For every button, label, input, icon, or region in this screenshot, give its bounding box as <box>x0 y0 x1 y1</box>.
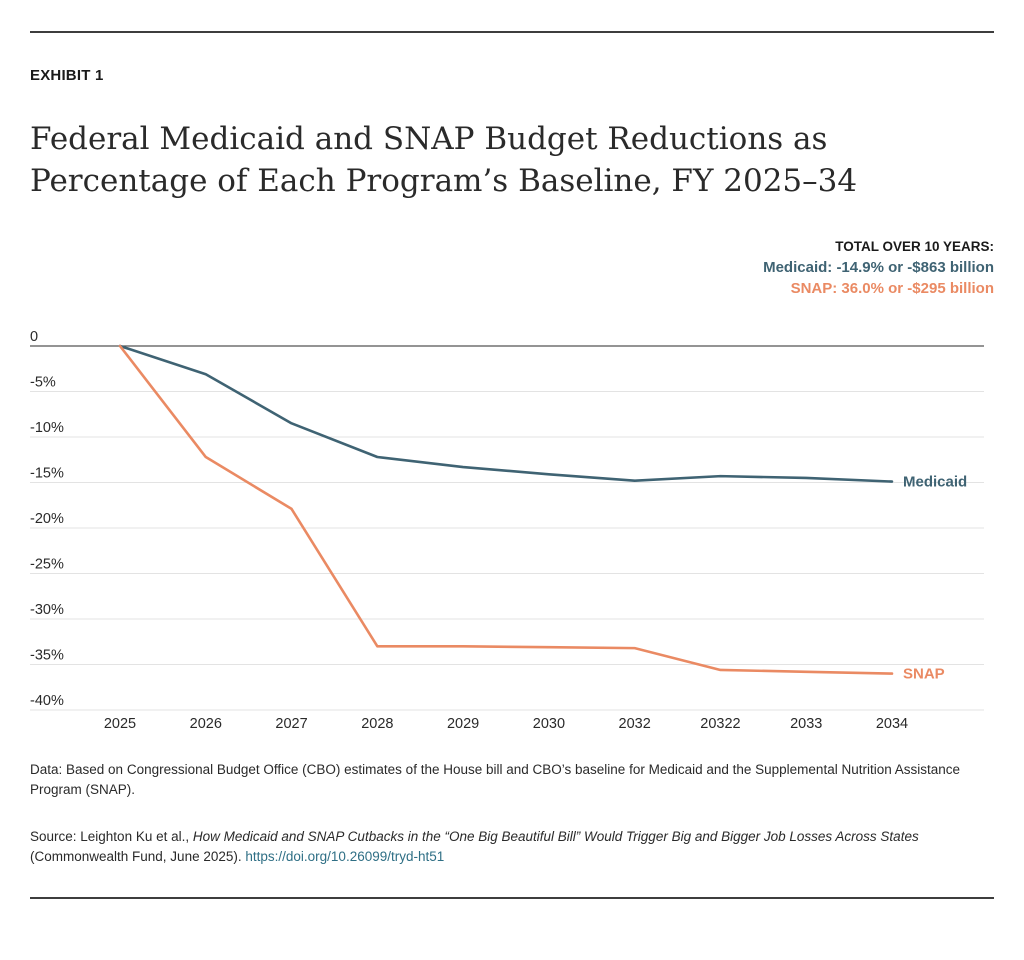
x-axis-ticks: 2025 2026 2027 2028 2029 2030 2032 20322 2033 203… <box>104 716 908 732</box>
source-link[interactable]: https://doi.org/10.26099/tryd-ht51 <box>245 849 445 864</box>
medicaid-series-line <box>118 344 894 483</box>
line-chart: 0-5%-10%-15%-20%-25%-30%-35%-40% 2025 202… <box>30 329 984 732</box>
totals-medicaid: Medicaid: -14.9% or -$863 billion <box>763 259 994 276</box>
top-rule <box>30 31 994 33</box>
snap-series-line <box>118 344 894 675</box>
bottom-rule <box>30 897 994 899</box>
chart-title: Federal Medicaid and SNAP Budget Reducti… <box>30 121 858 199</box>
data-note: Data: Based on Congressional Budget Offi… <box>30 760 990 800</box>
data-note-text: Data: Based on Congressional Budget Offi… <box>30 762 961 797</box>
exhibit-label: EXHIBIT 1 <box>30 67 104 84</box>
snap-series-label: SNAP <box>903 666 945 683</box>
totals-heading: TOTAL OVER 10 YEARS: <box>835 239 994 254</box>
x-tick-label: 2027 <box>275 716 307 732</box>
y-axis-ticks: 0 -5% -10% -15% -20% -25% -30% -35% -40% <box>30 329 64 709</box>
source-note: Source: Leighton Ku et al., How Medicaid… <box>30 827 990 867</box>
totals-snap: SNAP: 36.0% or -$295 billion <box>790 280 994 297</box>
y-tick-label: -35% <box>30 648 64 664</box>
x-tick-label: 2034 <box>876 716 908 732</box>
y-tick-label: -40% <box>30 693 64 709</box>
x-tick-label: 2026 <box>190 716 222 732</box>
source-title: How Medicaid and SNAP Cutbacks in the “O… <box>192 829 919 844</box>
series-labels: Medicaid SNAP <box>903 474 967 683</box>
x-tick-label: 2033 <box>790 716 822 732</box>
x-tick-label: 2028 <box>361 716 393 732</box>
y-tick-label: 0 <box>30 329 38 345</box>
y-tick-label: -20% <box>30 511 64 527</box>
y-tick-label: -10% <box>30 420 64 436</box>
x-tick-label: 2030 <box>533 716 565 732</box>
y-tick-label: -5% <box>30 375 56 391</box>
grid-layer <box>30 345 984 711</box>
x-tick-label: 2032 <box>619 716 651 732</box>
x-tick-label: 2025 <box>104 716 136 732</box>
y-tick-label: -30% <box>30 602 64 618</box>
x-tick-label: 20322 <box>700 716 740 732</box>
y-tick-label: -15% <box>30 466 64 482</box>
source-suffix: (Commonwealth Fund, June 2025). <box>30 849 246 864</box>
medicaid-series-label: Medicaid <box>903 474 967 491</box>
x-tick-label: 2029 <box>447 716 479 732</box>
y-tick-label: -25% <box>30 557 64 573</box>
source-prefix: Source: Leighton Ku et al., <box>30 829 193 844</box>
series-layer <box>118 344 894 675</box>
totals-box: TOTAL OVER 10 YEARS: Medicaid: -14.9% or… <box>763 236 994 299</box>
